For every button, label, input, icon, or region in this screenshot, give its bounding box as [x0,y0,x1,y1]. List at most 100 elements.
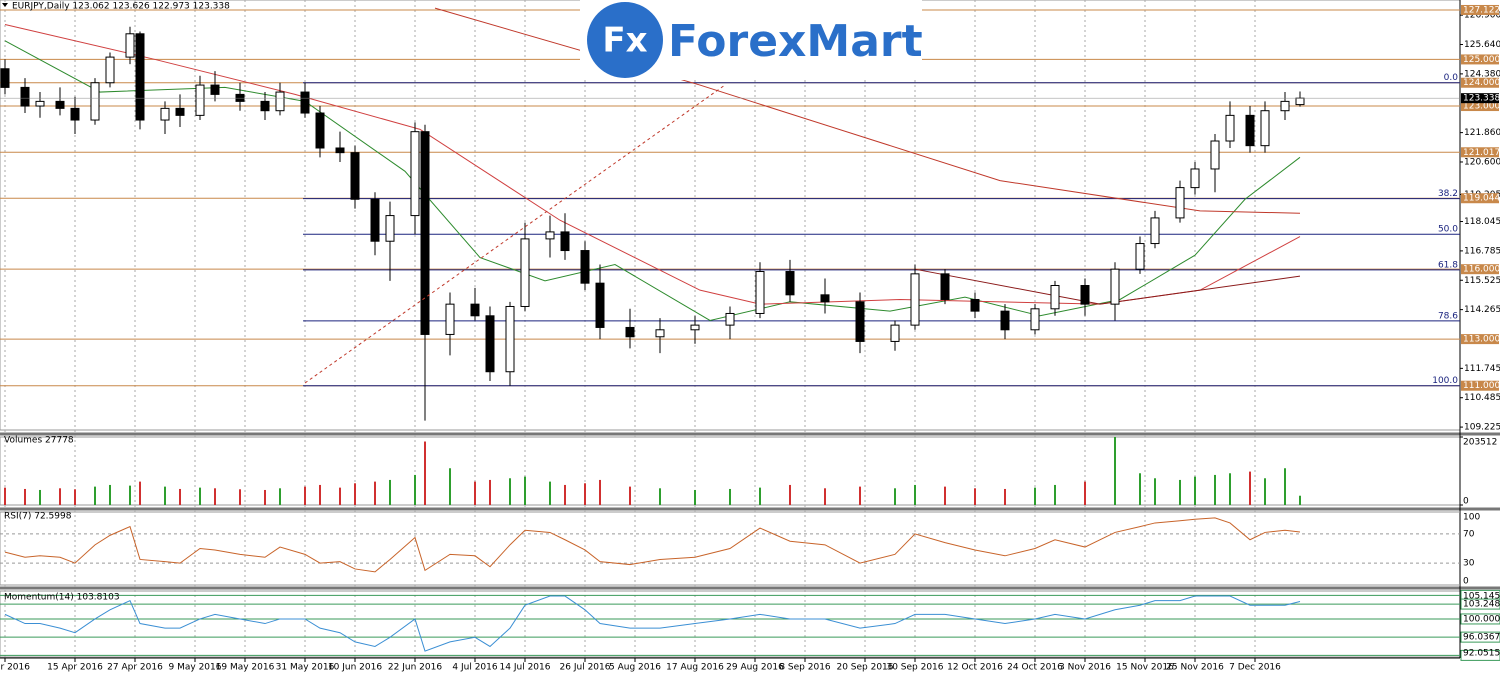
volume-bar [1154,478,1156,505]
x-tick-label: 9 May 2016 [169,663,222,673]
x-tick-label: 26 Jul 2016 [560,663,611,673]
candle-body [1280,100,1290,112]
x-tick-label: 24 Oct 2016 [1007,663,1063,673]
candle-body [410,131,420,217]
volume-bar [599,479,601,505]
volume-bar [1114,437,1116,505]
x-tick-label: 29 Aug 2016 [726,663,784,673]
y-tick-label: 110.485 [1464,393,1500,403]
candle-body [690,324,700,331]
y-tick-label: 105.1457 [1463,592,1500,602]
volume-bar [729,488,731,505]
y-tick-label: 203512 [1463,438,1497,448]
y-tick-label: 96.0367 [1463,633,1500,643]
chart-title: EURJPY,Daily 123.062 123.626 122.973 123… [12,2,230,12]
volume-bar [4,487,6,505]
volume-bar [944,486,946,505]
candle-body [350,152,360,200]
candle-body [890,324,900,342]
y-tick-label: 124.380 [1464,69,1500,79]
x-tick-label: 20 Sep 2016 [836,663,893,673]
volume-bar [319,484,321,505]
candle-body [275,91,285,112]
fib-label: 100.0 [1432,376,1458,386]
y-tick-label: 0 [1463,497,1469,507]
volume-bar [199,487,201,505]
volume-bar [179,488,181,505]
candle-body [135,33,145,121]
volume-bar [354,483,356,505]
candle-body [1210,140,1220,170]
volume-bar [39,489,41,505]
volume-bar [59,488,61,505]
x-tick-label: 15 Apr 2016 [47,663,103,673]
candle-body [210,84,220,95]
volume-bar [1194,476,1196,505]
x-tick-label: 7 Dec 2016 [1229,663,1281,673]
volume-bar [859,486,861,505]
candle-body [175,107,185,116]
candle-body [1080,285,1090,305]
x-tick-label: 22 Jun 2016 [388,663,442,673]
candle-body [1295,97,1305,106]
price-label: 123.338 [1463,94,1500,104]
candle-body [420,131,430,335]
tick-box [1460,631,1500,643]
volume-bar [549,481,551,505]
level-label: 121.017 [1463,148,1500,158]
level-label: 123.000 [1463,102,1500,112]
fib-trendline [304,84,726,384]
candle-body [855,301,865,342]
candle-body [1190,168,1200,189]
candle-body [505,305,515,373]
level-label: 119.044 [1463,194,1500,204]
menu-arrow [2,3,8,7]
momentum-title: Momentum(14) 103.8103 [4,593,120,603]
candle-body [1150,217,1160,245]
volume-bar [389,479,391,505]
candle-body [370,198,380,242]
volume-bar [629,486,631,505]
volume-bar [1214,474,1216,505]
candle-body [105,56,115,84]
volume-bar [759,487,761,505]
level-label: 116.000 [1463,265,1500,275]
logo-mark: Fx [602,21,647,61]
y-tick-label: 103.2480 [1463,600,1500,610]
volume-bar [1264,478,1266,505]
volume-bar [1284,468,1286,505]
x-tick-label: 19 May 2016 [216,663,275,673]
logo-text: ForexMart [668,16,923,67]
level-box [1461,147,1499,158]
rsi-title: RSI(7) 72.5998 [4,512,72,522]
candle-body [125,33,135,58]
fib-label: 38.2 [1438,189,1458,199]
moving-average [914,268,1301,305]
fib-label: 78.6 [1438,311,1458,321]
candle-body [260,100,270,112]
candle-body [315,112,325,149]
level-label: 124.000 [1463,78,1500,88]
candle-body [655,329,665,338]
candle-body [55,100,65,109]
volume-bar [264,489,266,505]
volume-bar [489,479,491,505]
volume-bar [1004,488,1006,505]
volume-bar [914,484,916,505]
level-label: 113.000 [1463,335,1500,345]
fib-label: 61.8 [1438,260,1458,270]
candle-body [470,303,480,317]
volume-bar [449,468,451,505]
volume-bar [1034,487,1036,505]
volume-bar [659,488,661,505]
volume-bar [24,488,26,505]
volume-bar [974,488,976,505]
candle-body [1030,308,1040,331]
logo-circle [587,2,663,78]
level-box [1461,77,1499,88]
volume-bar [1179,479,1181,505]
candle-body [1175,187,1185,219]
level-label: 125.000 [1463,55,1500,65]
volume-bar [694,489,696,505]
candle-body [625,326,635,338]
